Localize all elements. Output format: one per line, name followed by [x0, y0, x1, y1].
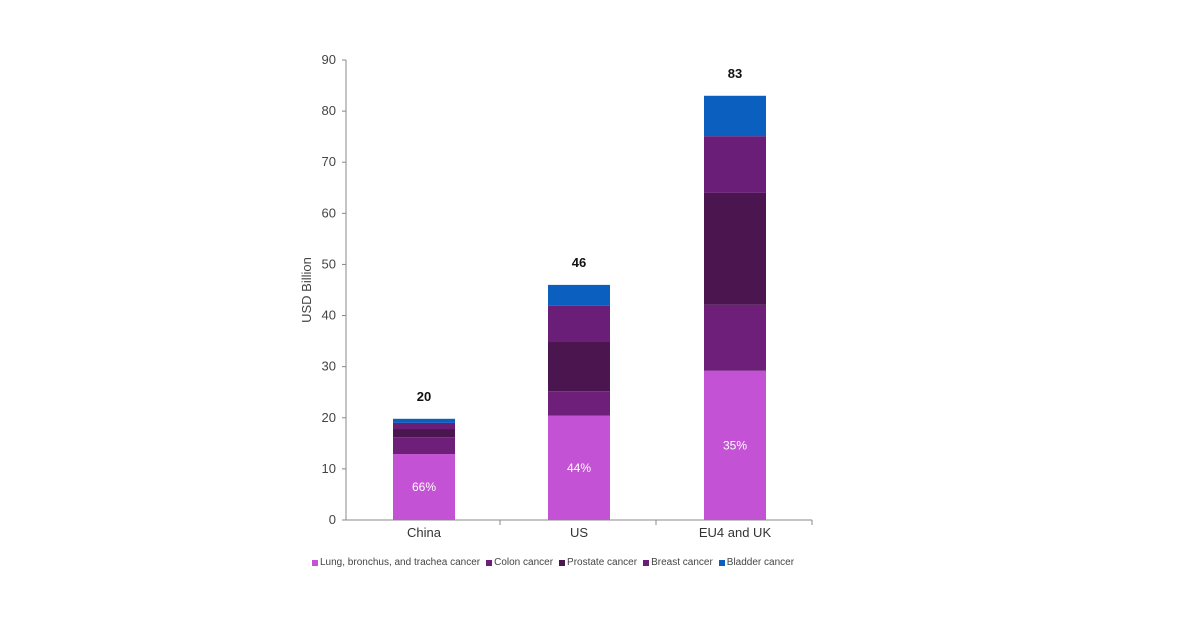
legend-label: Colon cancer — [494, 557, 554, 568]
legend-item: Breast cancer — [643, 557, 713, 568]
y-tick-label: 40 — [322, 308, 336, 323]
bar-segment — [704, 95, 766, 137]
bar-segment — [393, 437, 455, 455]
y-tick-label: 60 — [322, 205, 336, 220]
bar-segment — [704, 192, 766, 305]
bar-segment — [393, 429, 455, 438]
y-tick-label: 10 — [322, 461, 336, 476]
bar-segment — [393, 454, 455, 520]
y-tick-label: 50 — [322, 256, 336, 271]
legend-swatch — [312, 559, 318, 566]
bar-segment — [393, 418, 455, 423]
legend-swatch — [643, 559, 650, 566]
legend-swatch — [718, 559, 725, 566]
legend-item: Lung, bronchus, and trachea cancer — [312, 557, 480, 568]
lung-share-label: 35% — [723, 438, 747, 452]
total-label: 83 — [728, 66, 742, 81]
legend-item: Colon cancer — [486, 557, 553, 568]
y-tick-label: 30 — [322, 359, 336, 374]
lung-share-label: 44% — [567, 461, 591, 475]
x-category-label: China — [407, 525, 442, 540]
legend-label: Prostate cancer — [567, 557, 638, 568]
legend-label: Bladder cancer — [726, 557, 795, 568]
bar-segment — [704, 304, 766, 371]
legend-swatch — [559, 559, 566, 566]
legend-label: Breast cancer — [651, 557, 713, 568]
legend-swatch — [486, 559, 493, 566]
total-label: 20 — [417, 389, 431, 404]
y-tick-label: 0 — [329, 512, 336, 527]
y-tick-label: 80 — [322, 103, 336, 118]
y-tick-label: 90 — [322, 52, 336, 67]
legend-item: Bladder cancer — [718, 557, 795, 568]
bar-segment — [393, 422, 455, 430]
bar-segment — [548, 305, 610, 342]
bar-segment — [704, 370, 766, 520]
legend-item: Prostate cancer — [559, 557, 637, 568]
lung-share-label: 66% — [412, 480, 436, 494]
bar-segment — [548, 341, 610, 392]
legend: Lung, bronchus, and trachea cancer Colon … — [312, 557, 794, 568]
stacked-bar-chart: USD Billion 0 10 20 30 40 50 60 70 80 90 66% 20 Chi… — [299, 52, 813, 540]
y-tick-label: 20 — [322, 410, 336, 425]
total-label: 46 — [572, 255, 586, 270]
x-category-label: EU4 and UK — [699, 525, 772, 540]
y-axis-label: USD Billion — [299, 257, 314, 323]
y-tick-label: 70 — [322, 154, 336, 169]
legend-label: Lung, bronchus, and trachea cancer — [320, 557, 481, 568]
bar-segment — [704, 136, 766, 193]
bar-segment — [548, 284, 610, 306]
x-category-label: US — [570, 525, 588, 540]
bar-segment — [548, 415, 610, 520]
bar-segment — [548, 391, 610, 416]
